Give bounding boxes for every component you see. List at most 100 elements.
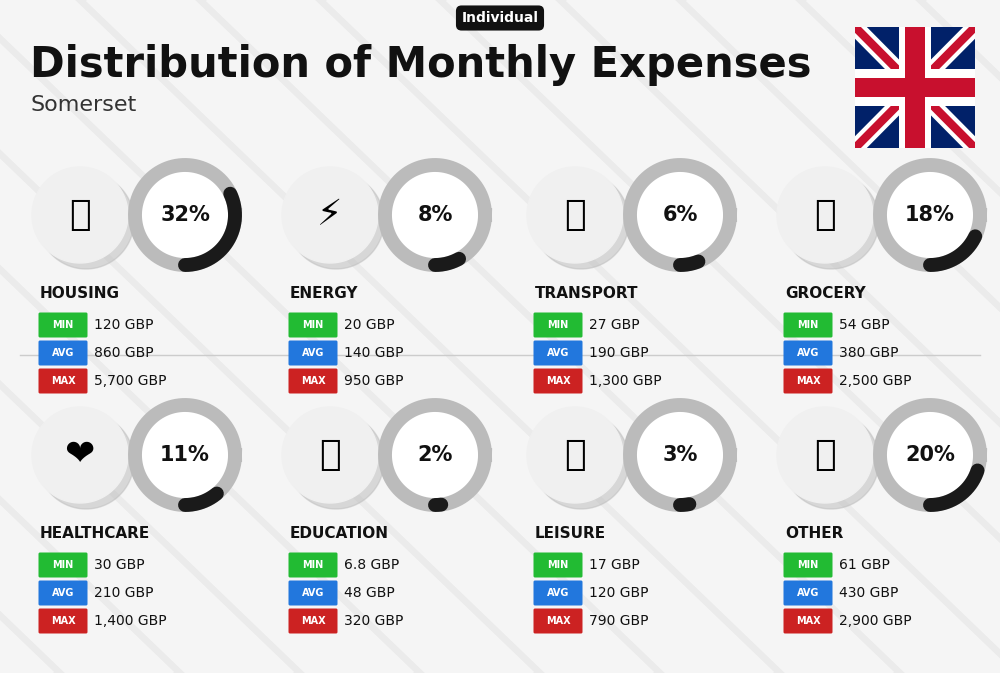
Polygon shape bbox=[385, 405, 485, 505]
Text: 3%: 3% bbox=[662, 445, 698, 465]
Text: HOUSING: HOUSING bbox=[40, 285, 120, 301]
Text: 20%: 20% bbox=[905, 445, 955, 465]
Polygon shape bbox=[527, 407, 623, 503]
Polygon shape bbox=[783, 413, 879, 509]
Text: AVG: AVG bbox=[547, 348, 569, 358]
Text: 🛍: 🛍 bbox=[564, 438, 586, 472]
Text: MAX: MAX bbox=[546, 616, 570, 626]
Text: 11%: 11% bbox=[160, 445, 210, 465]
Text: MIN: MIN bbox=[797, 560, 819, 570]
Polygon shape bbox=[385, 165, 485, 265]
Text: GROCERY: GROCERY bbox=[785, 285, 866, 301]
Text: AVG: AVG bbox=[302, 348, 324, 358]
Text: MAX: MAX bbox=[301, 616, 325, 626]
Polygon shape bbox=[783, 173, 879, 269]
FancyBboxPatch shape bbox=[288, 369, 338, 394]
Text: 6.8 GBP: 6.8 GBP bbox=[344, 558, 399, 572]
Text: AVG: AVG bbox=[797, 588, 819, 598]
Text: 18%: 18% bbox=[905, 205, 955, 225]
Polygon shape bbox=[777, 407, 873, 503]
FancyBboxPatch shape bbox=[534, 608, 582, 633]
FancyBboxPatch shape bbox=[38, 581, 88, 606]
Polygon shape bbox=[880, 405, 980, 505]
Bar bbox=[905, 27, 925, 148]
Text: 🏗: 🏗 bbox=[69, 198, 91, 232]
Text: MAX: MAX bbox=[796, 616, 820, 626]
FancyBboxPatch shape bbox=[784, 608, 832, 633]
FancyBboxPatch shape bbox=[288, 312, 338, 337]
Text: TRANSPORT: TRANSPORT bbox=[535, 285, 639, 301]
Polygon shape bbox=[777, 167, 873, 263]
FancyBboxPatch shape bbox=[534, 369, 582, 394]
Text: 140 GBP: 140 GBP bbox=[344, 346, 404, 360]
FancyBboxPatch shape bbox=[534, 581, 582, 606]
Text: MIN: MIN bbox=[52, 320, 74, 330]
Text: 380 GBP: 380 GBP bbox=[839, 346, 898, 360]
Text: 1,400 GBP: 1,400 GBP bbox=[94, 614, 167, 628]
Text: 430 GBP: 430 GBP bbox=[839, 586, 898, 600]
Text: 8%: 8% bbox=[417, 205, 453, 225]
Text: Individual: Individual bbox=[462, 11, 538, 25]
Text: MIN: MIN bbox=[302, 320, 324, 330]
Text: EDUCATION: EDUCATION bbox=[290, 526, 389, 540]
FancyBboxPatch shape bbox=[38, 608, 88, 633]
Text: MAX: MAX bbox=[796, 376, 820, 386]
Polygon shape bbox=[282, 167, 378, 263]
Polygon shape bbox=[135, 165, 235, 265]
Text: 1,300 GBP: 1,300 GBP bbox=[589, 374, 662, 388]
Text: MIN: MIN bbox=[302, 560, 324, 570]
FancyBboxPatch shape bbox=[38, 341, 88, 365]
Text: MIN: MIN bbox=[797, 320, 819, 330]
Polygon shape bbox=[32, 407, 128, 503]
Polygon shape bbox=[630, 165, 730, 265]
Text: 61 GBP: 61 GBP bbox=[839, 558, 890, 572]
Text: 120 GBP: 120 GBP bbox=[94, 318, 154, 332]
FancyBboxPatch shape bbox=[534, 312, 582, 337]
Text: MAX: MAX bbox=[51, 376, 75, 386]
FancyBboxPatch shape bbox=[784, 553, 832, 577]
Text: 🛒: 🛒 bbox=[814, 198, 836, 232]
FancyBboxPatch shape bbox=[534, 553, 582, 577]
Text: AVG: AVG bbox=[302, 588, 324, 598]
Text: Distribution of Monthly Expenses: Distribution of Monthly Expenses bbox=[30, 44, 812, 86]
Text: AVG: AVG bbox=[547, 588, 569, 598]
Text: Somerset: Somerset bbox=[30, 95, 136, 115]
Text: 5,700 GBP: 5,700 GBP bbox=[94, 374, 166, 388]
FancyBboxPatch shape bbox=[288, 341, 338, 365]
Bar bbox=[855, 79, 975, 97]
Text: 💰: 💰 bbox=[814, 438, 836, 472]
Polygon shape bbox=[288, 413, 384, 509]
Text: 190 GBP: 190 GBP bbox=[589, 346, 649, 360]
Text: AVG: AVG bbox=[52, 588, 74, 598]
Polygon shape bbox=[630, 405, 730, 505]
Text: 120 GBP: 120 GBP bbox=[589, 586, 648, 600]
Text: 54 GBP: 54 GBP bbox=[839, 318, 890, 332]
FancyBboxPatch shape bbox=[288, 581, 338, 606]
Text: 32%: 32% bbox=[160, 205, 210, 225]
Bar bbox=[855, 69, 975, 106]
Text: ❤️: ❤️ bbox=[65, 438, 95, 472]
FancyBboxPatch shape bbox=[38, 553, 88, 577]
Text: 48 GBP: 48 GBP bbox=[344, 586, 395, 600]
Polygon shape bbox=[288, 173, 384, 269]
Text: 20 GBP: 20 GBP bbox=[344, 318, 395, 332]
Text: 860 GBP: 860 GBP bbox=[94, 346, 154, 360]
Text: MIN: MIN bbox=[547, 320, 569, 330]
FancyBboxPatch shape bbox=[784, 369, 832, 394]
Text: ENERGY: ENERGY bbox=[290, 285, 358, 301]
Text: HEALTHCARE: HEALTHCARE bbox=[40, 526, 150, 540]
FancyBboxPatch shape bbox=[534, 341, 582, 365]
FancyBboxPatch shape bbox=[288, 608, 338, 633]
Text: AVG: AVG bbox=[797, 348, 819, 358]
FancyBboxPatch shape bbox=[784, 581, 832, 606]
Text: 950 GBP: 950 GBP bbox=[344, 374, 404, 388]
Polygon shape bbox=[135, 405, 235, 505]
Text: LEISURE: LEISURE bbox=[535, 526, 606, 540]
Text: 790 GBP: 790 GBP bbox=[589, 614, 648, 628]
Text: MIN: MIN bbox=[52, 560, 74, 570]
Text: MAX: MAX bbox=[546, 376, 570, 386]
Text: 6%: 6% bbox=[662, 205, 698, 225]
Text: 27 GBP: 27 GBP bbox=[589, 318, 640, 332]
Text: 2%: 2% bbox=[417, 445, 453, 465]
FancyBboxPatch shape bbox=[784, 312, 832, 337]
